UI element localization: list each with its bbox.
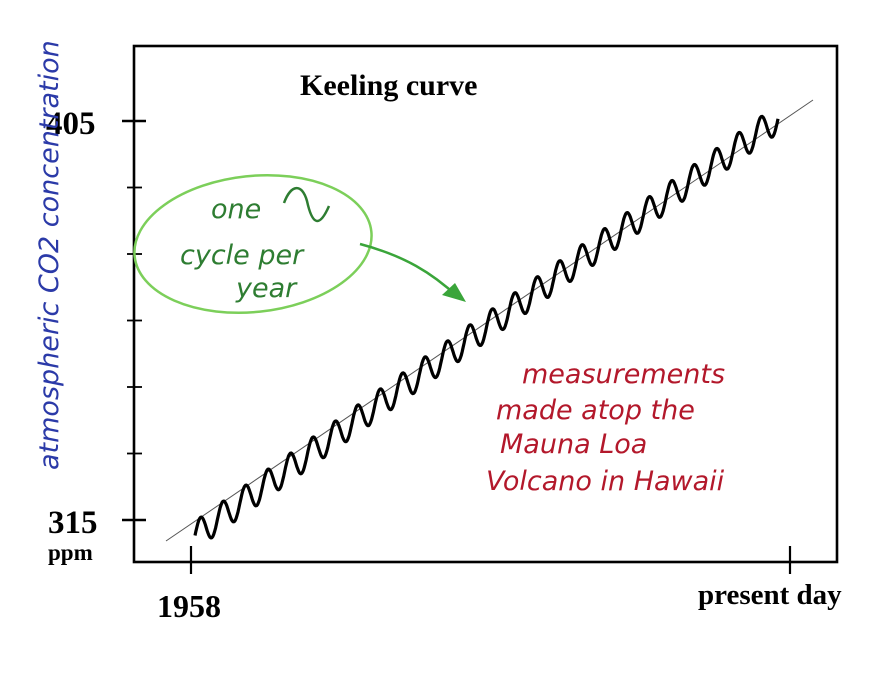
measurement-note-line3: Mauna Loa (500, 429, 647, 460)
cycle-note-ellipse (133, 173, 373, 315)
y-tick-label-top: 405 (46, 106, 96, 142)
sine-wave-icon (282, 186, 331, 222)
plot-frame (132, 44, 839, 564)
y-axis-ticks (122, 119, 146, 522)
cycle-note-line2: cycle per (180, 240, 305, 271)
y-tick-label-bottom: 315 (48, 505, 98, 541)
cycle-note-line1: one (211, 194, 261, 225)
co2-series-line (193, 114, 780, 540)
y-axis-label: atmospheric CO2 concentration (34, 40, 65, 470)
measurement-note-line1: measurements (522, 359, 725, 390)
x-tick-label-start: 1958 (157, 588, 221, 624)
measurement-note-line2: made atop the (496, 395, 695, 426)
cycle-note-arrow (359, 242, 459, 298)
y-unit-label: ppm (48, 540, 93, 565)
cycle-note-line3: year (235, 273, 298, 304)
x-tick-label-end: present day (698, 579, 842, 611)
measurement-note-line4: Volcano in Hawaii (486, 466, 725, 497)
chart-title: Keeling curve (300, 69, 477, 102)
cycle-note-arrowhead (442, 283, 466, 302)
